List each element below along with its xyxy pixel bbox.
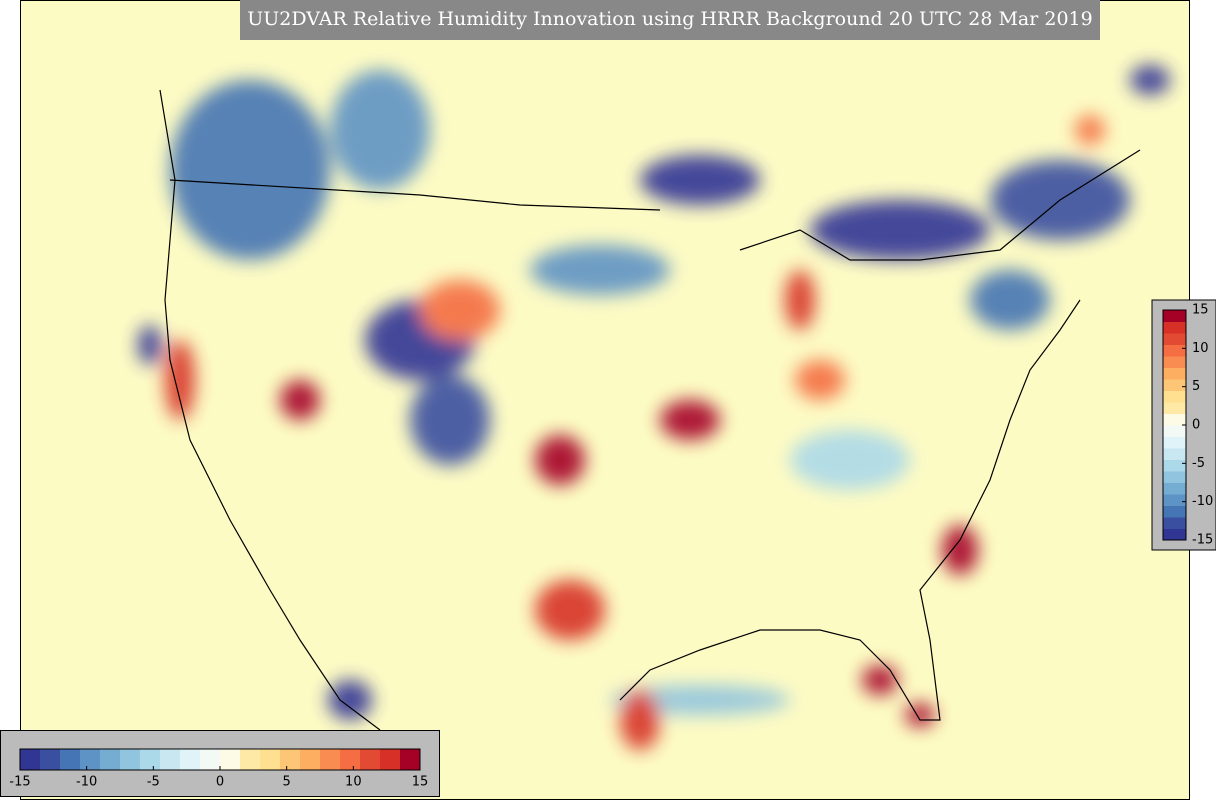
colorbar-swatch (1163, 413, 1186, 426)
colorbar-swatch (360, 749, 381, 770)
tick-label: -5 (147, 775, 160, 790)
tick-label: 10 (1192, 341, 1209, 356)
colorbar-swatch (1163, 528, 1186, 541)
colorbar-swatch (1163, 367, 1186, 380)
colorbar-swatch (1163, 448, 1186, 460)
colorbar-swatch (180, 749, 201, 770)
coastlines (159, 89, 1141, 731)
map (20, 0, 1190, 800)
colorbar-swatch (1163, 402, 1186, 414)
title-box (240, 0, 1100, 40)
colorbar-swatch (1163, 379, 1186, 391)
tick-label: 15 (412, 775, 429, 790)
colorbar-swatch (140, 749, 161, 770)
colorbar-swatch (20, 749, 41, 770)
tick-label: -15 (9, 775, 30, 790)
colorbar-swatch (280, 749, 301, 770)
colorbar-swatch (240, 749, 261, 770)
colorbar-swatch (1163, 425, 1186, 437)
colorbar-swatch (220, 749, 241, 770)
colorbar-swatch (160, 749, 181, 770)
colorbar-swatch (1163, 494, 1186, 506)
colorbar-swatch (80, 749, 101, 770)
colorbar-swatch (320, 749, 341, 770)
colorbar-bottom: -15 -10 -5 0 5 10 15 (9, 748, 429, 790)
colorbar-swatch (1163, 333, 1186, 345)
colorbar-right: -15 -10 -5 0 5 10 15 (1162, 303, 1213, 548)
innovation-field (138, 65, 1170, 750)
colorbar-swatch (1163, 321, 1186, 334)
colorbar-swatch (60, 749, 81, 770)
tick-label: 5 (1192, 379, 1200, 394)
colorbar-swatch (40, 749, 61, 770)
colorbar-swatch (340, 749, 361, 770)
tick-label: 5 (283, 775, 291, 790)
tick-label: -5 (1192, 456, 1205, 471)
colorbar-swatch (1163, 505, 1186, 518)
title: UU2DVAR Relative Humidity Innovation usi… (247, 8, 1092, 30)
colorbar-swatch (260, 749, 281, 770)
tick-label: 0 (216, 775, 224, 790)
colorbar-swatch (1163, 310, 1186, 322)
colorbar-swatch (1163, 471, 1186, 483)
colorbar-swatch (1163, 517, 1186, 529)
colorbar-swatch (1163, 436, 1186, 449)
colorbar-swatch (1163, 459, 1186, 472)
colorbar-swatch (200, 749, 221, 770)
colorbar-swatch (400, 749, 421, 770)
tick-label: 0 (1192, 418, 1200, 433)
colorbar-swatch (1163, 356, 1186, 368)
tick-label: -15 (1192, 533, 1213, 548)
tick-label: 15 (1192, 303, 1209, 318)
tick-label: 10 (345, 775, 362, 790)
colorbar-swatch (100, 749, 121, 770)
colorbar-swatch (1163, 344, 1186, 357)
colorbar-swatch (300, 749, 321, 770)
colorbar-swatch (380, 749, 401, 770)
colorbar-swatch (120, 749, 141, 770)
colorbar-swatch (1163, 482, 1186, 495)
colorbar-swatch (1163, 390, 1186, 403)
tick-label: -10 (1192, 494, 1213, 509)
tick-label: -10 (76, 775, 97, 790)
